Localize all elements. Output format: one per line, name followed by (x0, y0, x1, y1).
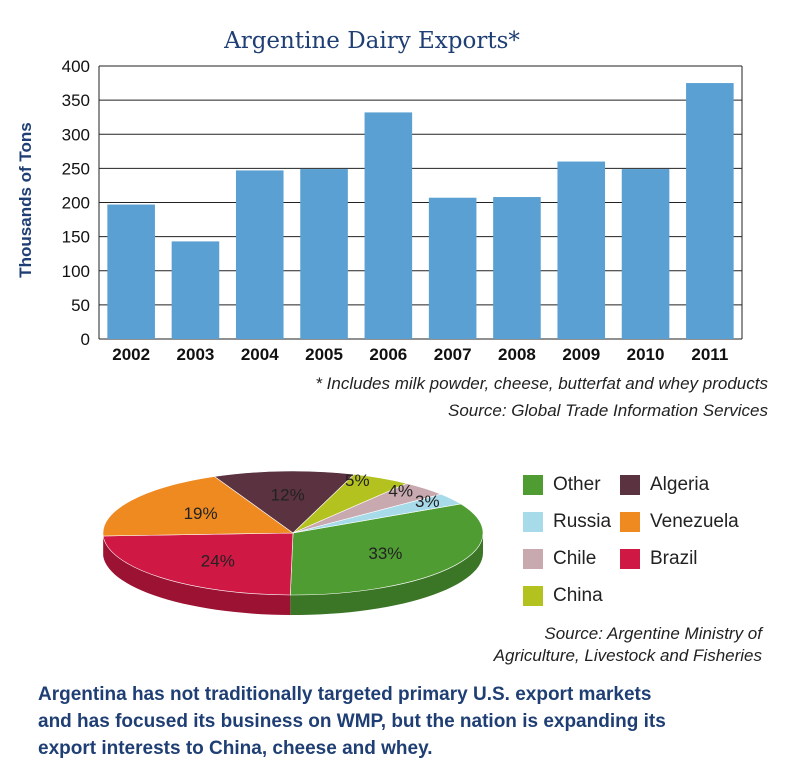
pie-source: Source: Argentine Ministry of Agricultur… (494, 623, 762, 667)
y-tick-label: 100 (62, 262, 90, 281)
legend-swatch (523, 512, 543, 532)
pie-label-russia: 3% (415, 492, 440, 511)
bar-2006 (364, 112, 413, 339)
x-tick-label: 2010 (627, 345, 665, 364)
legend-swatch (523, 586, 543, 606)
legend-item-china: China (523, 585, 603, 607)
pie-source-line: Source: Argentine Ministry of (544, 624, 762, 643)
pie-label-chile: 4% (388, 481, 413, 500)
bar-2005 (300, 169, 348, 339)
y-tick-label: 300 (62, 125, 90, 144)
pie-source-line: Agriculture, Livestock and Fisheries (493, 646, 762, 665)
legend-swatch (620, 549, 640, 569)
x-tick-label: 2006 (369, 345, 407, 364)
x-tick-label: 2007 (434, 345, 472, 364)
legend-swatch (523, 549, 543, 569)
x-tick-label: 2005 (305, 345, 343, 364)
pie-label-algeria: 12% (271, 486, 305, 505)
bar-2003 (171, 241, 220, 339)
bar-2007 (428, 197, 477, 339)
legend-item-other: Other (523, 474, 601, 496)
legend-swatch (620, 512, 640, 532)
x-tick-label: 2004 (241, 345, 279, 364)
legend-item-chile: Chile (523, 548, 596, 570)
caption: Argentina has not traditionally targeted… (38, 681, 768, 762)
chart-source: Source: Global Trade Information Service… (448, 401, 768, 420)
y-tick-label: 400 (62, 57, 90, 76)
x-tick-label: 2008 (498, 345, 536, 364)
pie-side-other (290, 533, 483, 615)
legend-label: Algeria (650, 474, 710, 495)
legend-label: Venezuela (650, 511, 739, 532)
bar-2009 (557, 161, 606, 339)
legend-label: Brazil (650, 548, 698, 569)
legend-item-algeria: Algeria (620, 474, 709, 496)
x-tick-label: 2003 (177, 345, 215, 364)
pie-slice-other (289, 503, 484, 596)
pie-slice-brazil (102, 532, 294, 596)
pie-side-brazil (103, 536, 291, 615)
x-tick-label: 2002 (112, 345, 150, 364)
pie-label-brazil: 24% (201, 552, 235, 571)
pie-label-other: 33% (368, 544, 402, 563)
y-tick-label: 350 (62, 91, 90, 110)
bar-2002 (107, 204, 155, 339)
legend-swatch (620, 475, 640, 495)
bar-2008 (493, 197, 541, 339)
y-tick-label: 250 (62, 159, 90, 178)
bar-2004 (235, 170, 284, 339)
caption-line: Argentina has not traditionally targeted… (38, 684, 652, 705)
y-tick-label: 0 (81, 330, 90, 349)
legend-swatch (523, 475, 543, 495)
legend-label: China (553, 585, 603, 606)
chart-title: Argentine Dairy Exports* (223, 28, 520, 54)
x-tick-label: 2011 (691, 345, 728, 364)
y-axis-label: Thousands of Tons (16, 122, 35, 278)
bar-2010 (621, 169, 670, 339)
chart-footnote: * Includes milk powder, cheese, butterfa… (315, 374, 768, 393)
bar-2011 (686, 83, 734, 339)
pie-label-china: 5% (345, 471, 370, 490)
legend-item-brazil: Brazil (620, 548, 698, 570)
pie-chart: 33% 24% 19% 12% 5% 4%3% (102, 470, 484, 615)
y-tick-label: 200 (62, 194, 90, 213)
x-tick-label: 2009 (562, 345, 600, 364)
legend-item-venezuela: Venezuela (620, 511, 739, 533)
legend-label: Chile (553, 548, 597, 569)
legend-label: Russia (553, 511, 612, 532)
pie-label-venezuela: 19% (184, 504, 218, 523)
pie-slice-russia (292, 493, 462, 534)
caption-line: export interests to China, cheese and wh… (38, 738, 433, 759)
y-tick-label: 50 (71, 296, 90, 315)
pie-slice-algeria (213, 470, 355, 534)
legend-label: Other (553, 474, 601, 495)
caption-line: and has focused its business on WMP, but… (38, 711, 666, 732)
y-tick-label: 150 (62, 228, 90, 247)
bar-chart: Argentine Dairy Exports* Thousands of To… (16, 28, 743, 364)
legend-item-russia: Russia (523, 511, 611, 533)
pie-slice-venezuela (102, 476, 294, 537)
